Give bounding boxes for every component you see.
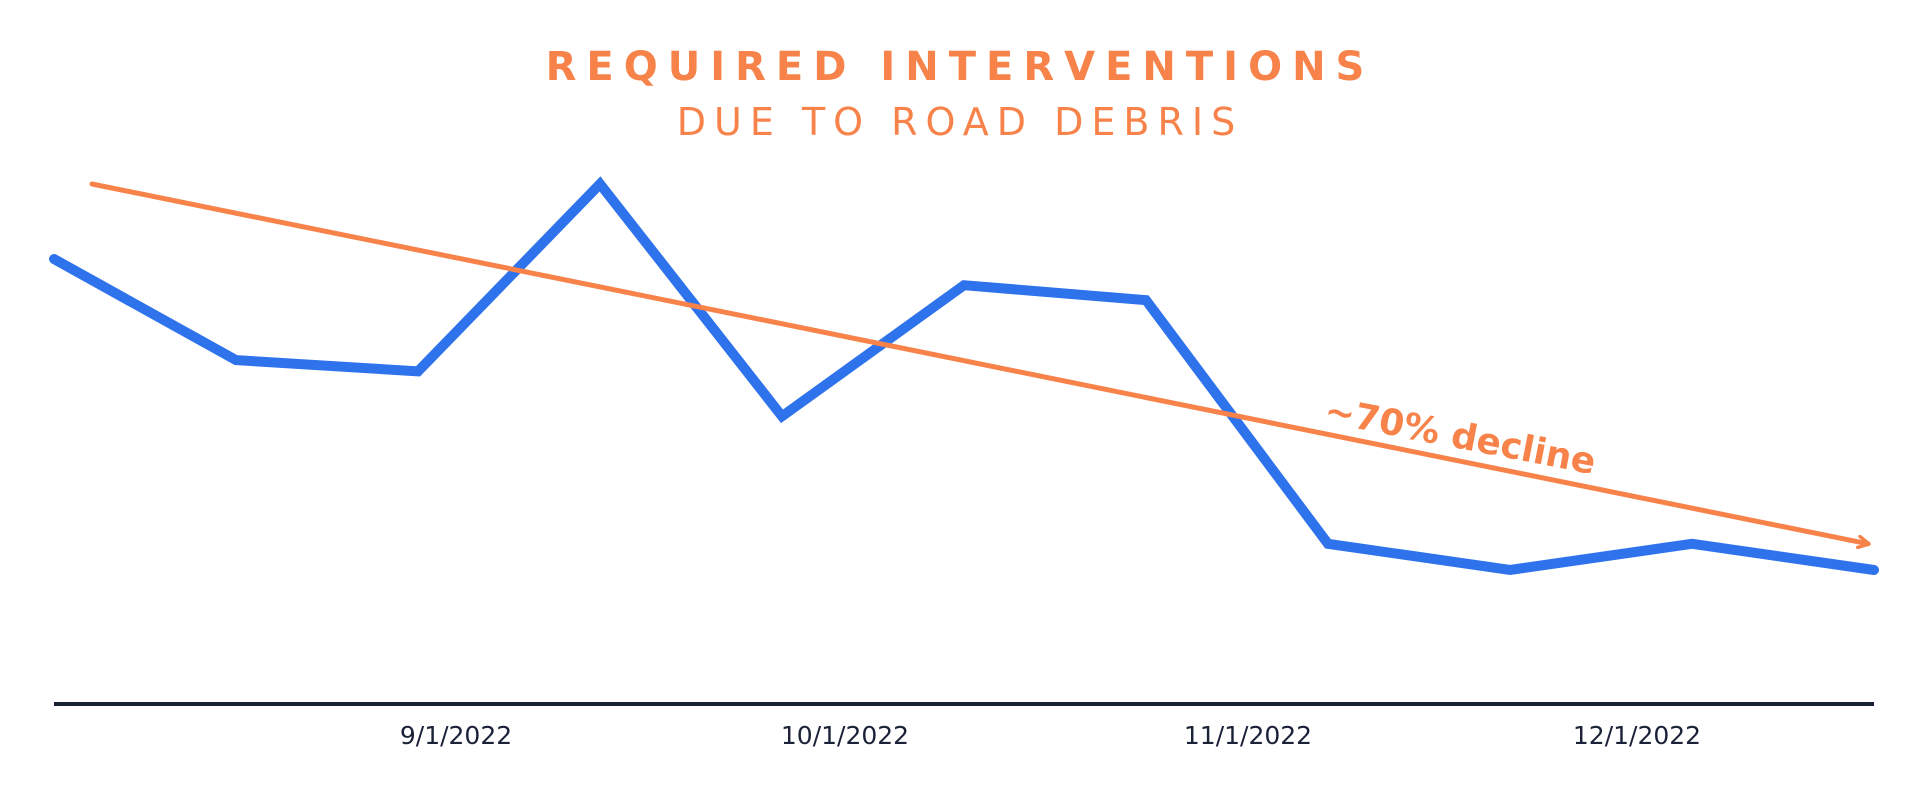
series-point-5 [963, 284, 965, 286]
series-point-10 [1873, 569, 1875, 571]
series-layer [49, 176, 1879, 576]
series-point-4 [781, 415, 783, 417]
series-point-7 [1327, 543, 1329, 545]
series-point-2 [417, 370, 419, 372]
series-point-0 [53, 258, 55, 260]
series-point-1 [235, 359, 237, 361]
trend-line [89, 181, 1868, 544]
x-axis-ticks: 9/1/2022 10/1/2022 11/1/2022 12/1/2022 [400, 721, 1701, 750]
decline-annotation: ~70% decline [1321, 390, 1599, 483]
trend-layer [89, 181, 1868, 544]
x-tick-label-1: 10/1/2022 [781, 721, 909, 750]
x-tick-label-0: 9/1/2022 [400, 721, 512, 750]
series-line [49, 176, 1879, 576]
x-tick-label-3: 12/1/2022 [1573, 721, 1701, 750]
series-point-8 [1509, 569, 1511, 571]
series-point-9 [1691, 543, 1693, 545]
chart-title: REQUIRED INTERVENTIONS [545, 44, 1375, 90]
x-tick-label-2: 11/1/2022 [1184, 721, 1312, 750]
series-point-3 [599, 183, 601, 185]
series-point-6 [1145, 299, 1147, 301]
chart-subtitle: DUE TO ROAD DEBRIS [676, 100, 1244, 144]
